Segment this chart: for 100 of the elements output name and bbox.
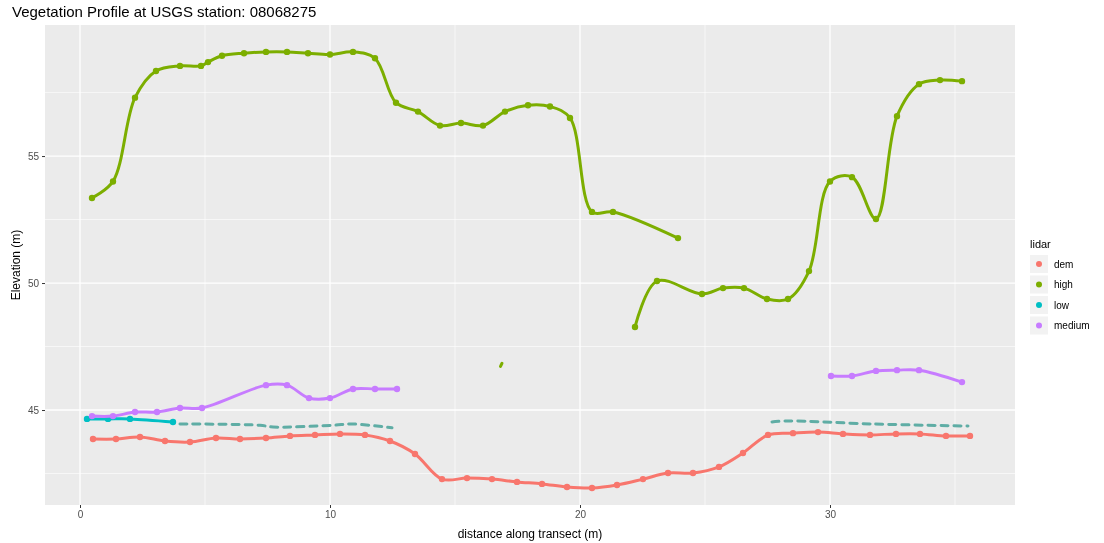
point	[136, 433, 144, 441]
point	[197, 62, 205, 70]
point	[457, 119, 465, 127]
point	[488, 475, 496, 483]
point	[326, 51, 334, 58]
point	[958, 378, 966, 386]
point	[169, 418, 177, 426]
x-axis-title: distance along transect (m)	[457, 527, 603, 541]
point	[814, 428, 822, 436]
point	[436, 122, 444, 129]
legend-label: medium	[1054, 320, 1090, 331]
point	[631, 323, 639, 331]
point	[161, 437, 169, 445]
chart-title: Vegetation Profile at USGS station: 08068275	[12, 3, 317, 20]
point	[827, 372, 835, 380]
point	[262, 48, 270, 56]
point	[152, 67, 160, 75]
point	[392, 99, 400, 106]
point	[236, 435, 244, 443]
x-tick-label: 30	[824, 509, 837, 521]
point	[789, 429, 797, 437]
point	[479, 122, 487, 129]
point	[176, 62, 184, 70]
x-tick-label: 0	[77, 509, 84, 521]
y-axis-title: Elevation (m)	[9, 229, 23, 301]
point	[414, 108, 422, 115]
point	[826, 178, 834, 185]
point	[893, 366, 901, 374]
point	[653, 277, 661, 285]
point	[283, 381, 291, 389]
point	[109, 412, 117, 420]
point	[262, 381, 270, 389]
x-tick-label: 10	[324, 509, 337, 521]
point	[212, 434, 220, 442]
point	[613, 481, 621, 489]
point	[689, 469, 697, 477]
point	[153, 408, 161, 416]
point	[784, 295, 792, 303]
point	[218, 52, 226, 59]
point	[892, 430, 900, 438]
point	[109, 178, 117, 185]
point	[501, 108, 509, 115]
point	[839, 430, 847, 438]
point	[524, 102, 532, 109]
point	[698, 290, 706, 298]
point	[719, 284, 727, 292]
point	[916, 430, 924, 438]
point	[805, 267, 813, 275]
point	[286, 432, 294, 440]
point	[936, 76, 944, 84]
point	[283, 48, 291, 56]
point	[674, 234, 682, 242]
point	[386, 437, 394, 445]
point	[538, 480, 546, 488]
legend-label: high	[1054, 279, 1073, 290]
y-tick-label: 50	[27, 277, 40, 289]
point	[240, 50, 248, 57]
point	[566, 114, 574, 122]
legend-title: lidar	[1030, 238, 1052, 250]
point	[336, 430, 344, 438]
point	[131, 94, 139, 101]
point	[411, 450, 419, 458]
y-tick-label: 45	[27, 404, 40, 416]
point	[83, 415, 91, 423]
point	[639, 475, 647, 483]
point	[958, 77, 966, 85]
y-tick-label: 55	[27, 150, 40, 162]
point	[893, 112, 901, 120]
point	[304, 50, 312, 57]
legend-label: dem	[1054, 258, 1074, 270]
x-tick-label: 20	[574, 509, 587, 521]
point	[371, 55, 379, 62]
point	[588, 208, 596, 216]
point	[88, 194, 96, 202]
point	[311, 431, 319, 439]
point	[198, 404, 206, 412]
point	[866, 431, 874, 439]
legend-label: low	[1054, 299, 1070, 311]
point	[438, 475, 446, 483]
point	[186, 438, 194, 446]
point	[739, 449, 747, 457]
point	[262, 434, 270, 442]
point	[305, 394, 313, 402]
point	[740, 284, 748, 292]
point	[588, 484, 596, 492]
point	[126, 415, 134, 423]
point	[112, 435, 120, 443]
point	[89, 435, 97, 443]
point	[763, 295, 771, 303]
point	[942, 432, 950, 440]
point	[848, 173, 856, 181]
point	[915, 80, 923, 88]
point	[204, 58, 212, 66]
point	[88, 412, 96, 420]
point	[371, 385, 379, 393]
point	[563, 483, 571, 491]
point	[513, 478, 521, 486]
point	[393, 385, 401, 393]
point	[664, 469, 672, 477]
point	[546, 103, 554, 110]
